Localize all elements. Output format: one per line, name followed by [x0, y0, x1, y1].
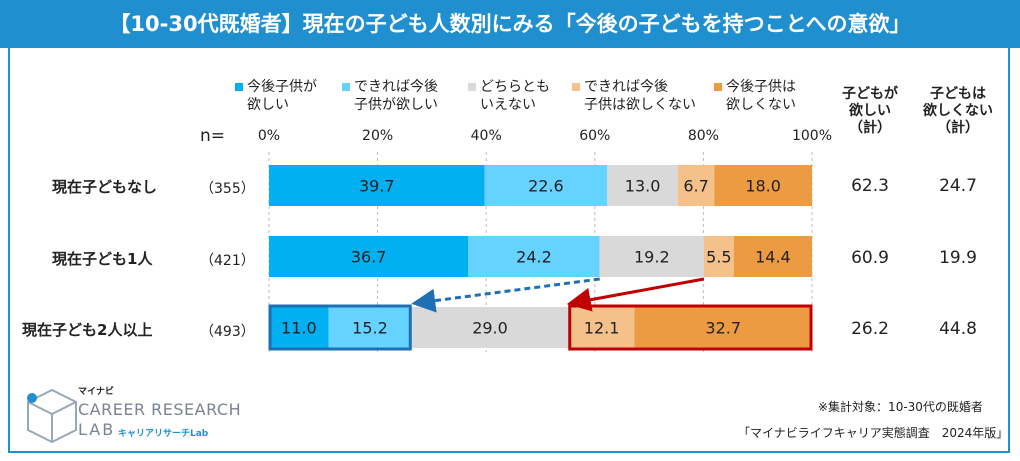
tick-label: 100% [792, 128, 832, 144]
bar-segment [703, 236, 734, 277]
note-source: 「マイナビライフキャリア実態調査 2024年版」 [738, 426, 1009, 440]
data-label: 6.7 [683, 177, 708, 196]
data-label: 36.7 [351, 248, 387, 267]
legend-label: 欲しい [247, 97, 289, 113]
bar-segment [677, 165, 715, 206]
tick-label: 60% [579, 128, 610, 144]
data-label: 22.6 [528, 177, 564, 196]
tick-label: 20% [362, 128, 393, 144]
legend-swatch [342, 83, 350, 91]
legend-item: 今後子供は欲しくない [714, 78, 796, 114]
data-label: 32.7 [705, 319, 741, 338]
legend-label: 今後子供は [726, 79, 796, 95]
logo-top-text: マイナビ [78, 387, 114, 397]
row-n: （421） [200, 253, 255, 269]
bar-segment [714, 165, 812, 206]
logo-lab-text: LAB [78, 420, 116, 439]
sum-want: 26.2 [851, 319, 889, 339]
legend-item: できれば今後子供は欲しくない [572, 78, 696, 114]
sum-not-want: 24.7 [939, 176, 977, 196]
summary-header-want-line1: 子どもが [842, 86, 898, 102]
arrow-not-want [566, 277, 705, 312]
sum-not-want: 44.8 [939, 319, 977, 339]
summary-header-not-want-line1: 子どもは [930, 86, 986, 102]
legend-label: 今後子供が [247, 79, 317, 95]
legend-item: 今後子供が 欲しい [235, 78, 317, 114]
tick-label: 40% [471, 128, 502, 144]
bar-segment [269, 165, 485, 206]
tick-label: 80% [688, 128, 719, 144]
logo-sub-text: キャリアリサーチLab [118, 429, 209, 439]
bar-segment [411, 307, 569, 348]
arrow-want [411, 277, 600, 313]
legend-swatch [714, 83, 722, 91]
career-research-lab-logo: マイナビ CAREER RESEARCH LAB キャリアリサーチLab [22, 380, 242, 450]
bar-segment [607, 165, 678, 206]
note-target: ※集計対象：10-30代の既婚者 [818, 400, 983, 414]
legend-label: 欲しくない [726, 97, 796, 113]
logo-main-text: CAREER RESEARCH [78, 400, 242, 419]
summary-header-not-want-line2: 欲しくない [923, 103, 993, 119]
highlight-want-box [268, 304, 412, 351]
data-label: 14.4 [755, 248, 791, 267]
data-label: 19.2 [634, 248, 670, 267]
data-label: 29.0 [472, 319, 508, 338]
legend-swatch [572, 83, 580, 91]
summary-header-want-line2: 欲しい [849, 103, 891, 119]
sum-want: 60.9 [851, 248, 889, 268]
summary-header-want-line3: （計） [849, 120, 891, 136]
chart-frame [8, 48, 1010, 453]
row-label: 現在子ども1人 [52, 250, 153, 268]
legend-label: どちらとも [480, 79, 550, 95]
bar-segment [634, 307, 812, 348]
bar-segment [733, 236, 812, 277]
legend-label: 子供は欲しくない [584, 97, 696, 113]
bar-segment [599, 236, 704, 277]
bar-segment [328, 307, 412, 348]
summary-header-want: 子どもが 欲しい （計） [830, 86, 910, 137]
bar-segment [468, 236, 600, 277]
highlight-not-want-box [568, 304, 813, 351]
data-label: 5.5 [706, 248, 731, 267]
legend-swatch [468, 83, 476, 91]
data-label: 12.1 [584, 319, 620, 338]
data-label: 15.2 [352, 319, 388, 338]
cube-logo-icon [27, 388, 77, 444]
legend-label: いえない [480, 97, 536, 113]
row-n: （355） [200, 181, 255, 197]
sum-not-want: 19.9 [939, 248, 977, 268]
legend-swatch [235, 83, 243, 91]
legend-label: できれば今後 [354, 79, 438, 95]
row-label: 現在子どもなし [52, 178, 158, 196]
summary-header-not-want: 子どもは 欲しくない （計） [918, 86, 998, 137]
summary-header-not-want-line3: （計） [937, 120, 979, 136]
sum-want: 62.3 [851, 176, 889, 196]
data-label: 18.0 [745, 177, 781, 196]
tick-label: 0% [258, 128, 280, 144]
data-label: 39.7 [359, 177, 395, 196]
legend-label: できれば今後 [584, 79, 668, 95]
legend-item: できれば今後 子供が欲しい [342, 78, 438, 114]
legend-label: 子供が欲しい [354, 97, 438, 113]
chart-title: 【10-30代既婚者】現在の子ども人数別にみる「今後の子どもを持つことへの意欲」 [0, 0, 1020, 48]
n-label: n= [200, 126, 226, 146]
data-label: 13.0 [625, 177, 661, 196]
bar-segment [269, 307, 329, 348]
legend-item: どちらとも いえない [468, 78, 550, 114]
row-n: （493） [200, 324, 255, 340]
bar-segment [269, 236, 469, 277]
bar-segment [568, 307, 635, 348]
row-label: 現在子ども2人以上 [22, 321, 153, 339]
data-label: 24.2 [516, 248, 552, 267]
data-label: 11.0 [281, 319, 317, 338]
bar-segment [484, 165, 608, 206]
